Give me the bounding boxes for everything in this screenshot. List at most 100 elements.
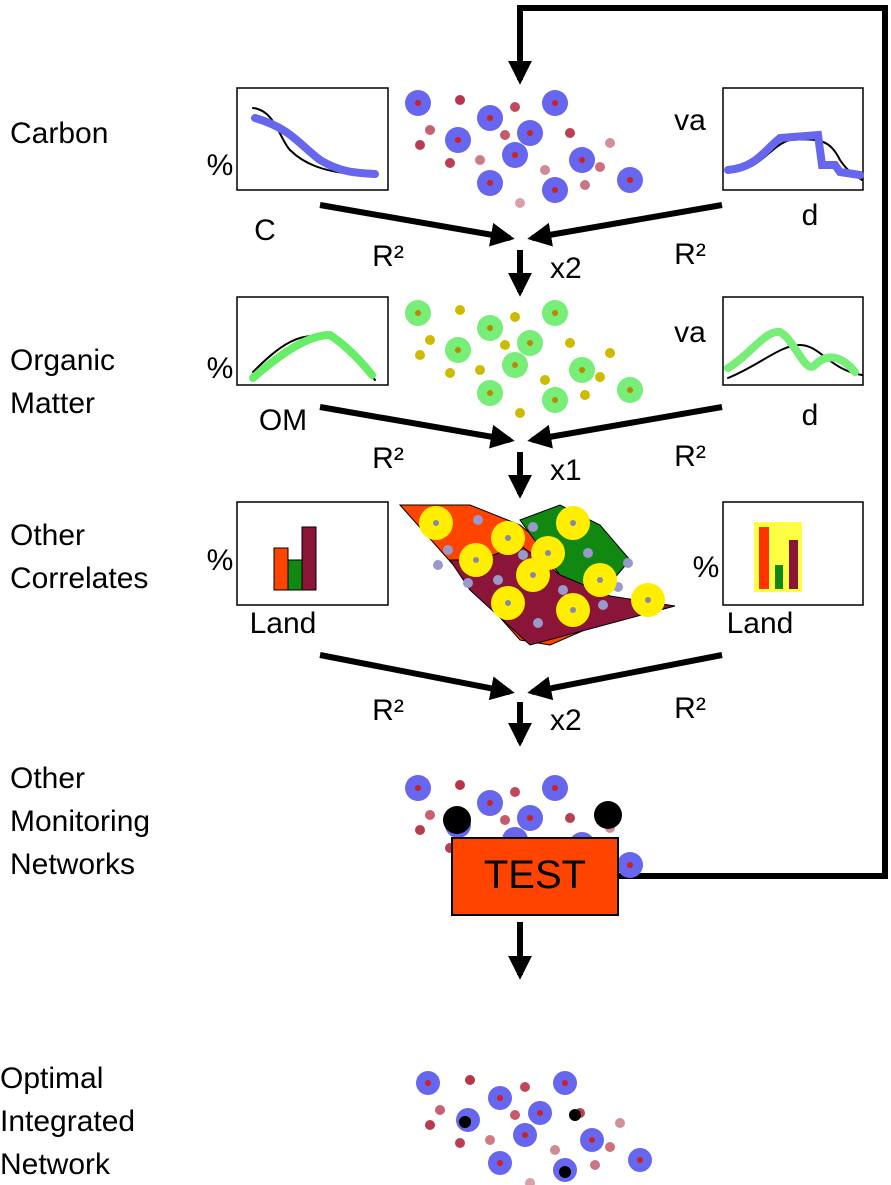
dot-center — [473, 557, 479, 563]
dot-center — [497, 1095, 503, 1101]
small-dot — [465, 1075, 475, 1085]
label: Monitoring — [10, 805, 150, 838]
dot-center — [505, 535, 511, 541]
dot-center — [415, 100, 421, 106]
curve — [727, 343, 863, 379]
dot-center — [537, 1110, 543, 1116]
small-dot — [565, 128, 575, 138]
dot-center — [415, 785, 421, 791]
arrow — [319, 202, 515, 247]
dot-center — [552, 397, 558, 403]
label: Land — [727, 607, 794, 640]
small-dot — [455, 95, 465, 105]
small-dot — [473, 515, 483, 525]
dot-center — [589, 1137, 595, 1143]
dot-center — [579, 367, 585, 373]
test-box — [451, 837, 619, 916]
dot-center — [530, 572, 536, 578]
label: % — [207, 544, 234, 577]
small-dot — [550, 1145, 560, 1155]
label: Network — [0, 1148, 111, 1181]
dot-center — [570, 520, 576, 526]
arrow — [527, 202, 723, 247]
dot-center — [527, 340, 533, 346]
small-dot — [605, 1142, 615, 1152]
curve — [724, 130, 864, 179]
small-dot — [425, 125, 435, 135]
small-dot — [500, 130, 510, 140]
small-dot — [433, 560, 443, 570]
bar — [789, 540, 798, 589]
label: x2 — [550, 704, 582, 737]
small-dot — [605, 348, 615, 358]
dot-center — [487, 325, 493, 331]
dot-center — [527, 130, 533, 136]
label: va — [674, 104, 706, 137]
label: Organic — [10, 344, 115, 377]
label: C — [254, 214, 276, 247]
small-dot — [510, 312, 520, 322]
small-dot — [515, 198, 525, 208]
dot-center — [597, 577, 603, 583]
network-dot — [594, 801, 622, 829]
arrow — [319, 652, 515, 701]
small-dot — [558, 585, 568, 595]
small-dot — [565, 813, 575, 823]
dot-center — [415, 310, 421, 316]
arrow — [319, 404, 515, 449]
feedback-line — [508, 5, 888, 879]
dot-center — [425, 1080, 431, 1086]
dot-center — [637, 1157, 643, 1163]
small-dot — [595, 162, 605, 172]
small-dot — [445, 158, 455, 168]
small-dot — [598, 600, 608, 610]
bar — [273, 547, 289, 591]
label: Integrated — [0, 1105, 135, 1138]
small-dot — [540, 375, 550, 385]
dot-center — [627, 387, 633, 393]
network-dot — [559, 1166, 571, 1178]
label: Networks — [10, 848, 135, 881]
label: Land — [250, 607, 317, 640]
small-dot — [605, 138, 615, 148]
small-dot — [455, 305, 465, 315]
label: R² — [372, 694, 404, 727]
label: d — [802, 399, 819, 432]
small-dot — [533, 618, 543, 628]
small-dot — [445, 368, 455, 378]
small-dot — [583, 548, 593, 558]
label: R² — [674, 692, 706, 725]
label: x2 — [550, 252, 582, 285]
small-dot — [510, 787, 520, 797]
small-dot — [435, 1105, 445, 1115]
small-dot — [540, 165, 550, 175]
dot-center — [497, 1160, 503, 1166]
label: Other — [10, 762, 85, 795]
dot-center — [552, 187, 558, 193]
label: Matter — [10, 387, 95, 420]
label: x1 — [550, 454, 582, 487]
dot-center — [433, 520, 439, 526]
small-dot — [415, 350, 425, 360]
bar — [287, 559, 303, 591]
small-dot — [520, 1082, 530, 1092]
small-dot — [528, 522, 538, 532]
small-dot — [510, 102, 520, 112]
dot-center — [527, 815, 533, 821]
small-dot — [475, 365, 485, 375]
small-dot — [455, 780, 465, 790]
small-dot — [475, 155, 485, 165]
dot-center — [552, 310, 558, 316]
small-dot — [425, 1120, 435, 1130]
small-dot — [415, 140, 425, 150]
small-dot — [485, 1135, 495, 1145]
small-dot — [463, 578, 473, 588]
arrow — [527, 404, 723, 449]
network-dot — [443, 806, 471, 834]
small-dot — [518, 550, 528, 560]
dot-center — [545, 550, 551, 556]
network-dot — [569, 1109, 581, 1121]
dot-center — [645, 597, 651, 603]
dot-center — [570, 607, 576, 613]
bar — [759, 527, 769, 589]
